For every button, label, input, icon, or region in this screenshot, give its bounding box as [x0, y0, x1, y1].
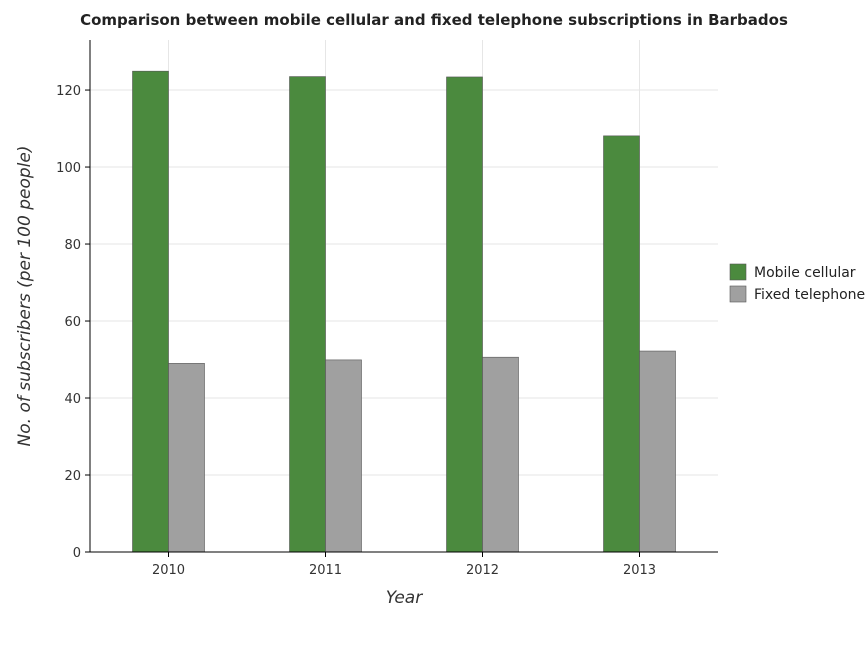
x-ticks: 2010 2011 2012 2013: [152, 552, 656, 578]
y-tick-label: 60: [64, 315, 81, 330]
bar-fixed-telephone-2010: [168, 363, 205, 553]
bar-mobile-cellular-2010: [132, 70, 169, 553]
legend: Mobile cellular Fixed telephone: [729, 263, 865, 303]
bar-mobile-cellular-2012: [446, 76, 483, 553]
bar-fixed-telephone-2012: [482, 356, 519, 553]
y-axis-label: No. of subscribers (per 100 people): [15, 146, 35, 447]
bars-group: [132, 70, 676, 553]
legend-swatch: [729, 285, 747, 303]
chart-title: Comparison between mobile cellular and f…: [80, 11, 788, 29]
bar-fixed-telephone-2011: [325, 359, 362, 553]
legend-label: Fixed telephone: [754, 287, 865, 303]
y-tick-label: 20: [64, 469, 81, 484]
axes: [89, 40, 718, 553]
y-tick-label: 80: [64, 238, 81, 253]
y-tick-label: 0: [73, 546, 81, 561]
y-tick-label: 40: [64, 392, 81, 407]
x-axis-label: Year: [386, 588, 423, 608]
bar-mobile-cellular-2013: [603, 135, 640, 553]
y-tick-label: 100: [56, 161, 81, 176]
y-tick-label: 120: [56, 84, 81, 99]
bar-mobile-cellular-2011: [289, 76, 326, 553]
x-tick-label: 2012: [466, 563, 499, 578]
x-tick-label: 2013: [623, 563, 656, 578]
x-tick-label: 2010: [152, 563, 185, 578]
legend-swatch: [729, 263, 747, 281]
y-ticks: 0 20 40 60 80 100 120: [56, 84, 90, 561]
x-tick-label: 2011: [309, 563, 342, 578]
legend-label: Mobile cellular: [754, 265, 856, 281]
bar-fixed-telephone-2013: [639, 350, 676, 553]
